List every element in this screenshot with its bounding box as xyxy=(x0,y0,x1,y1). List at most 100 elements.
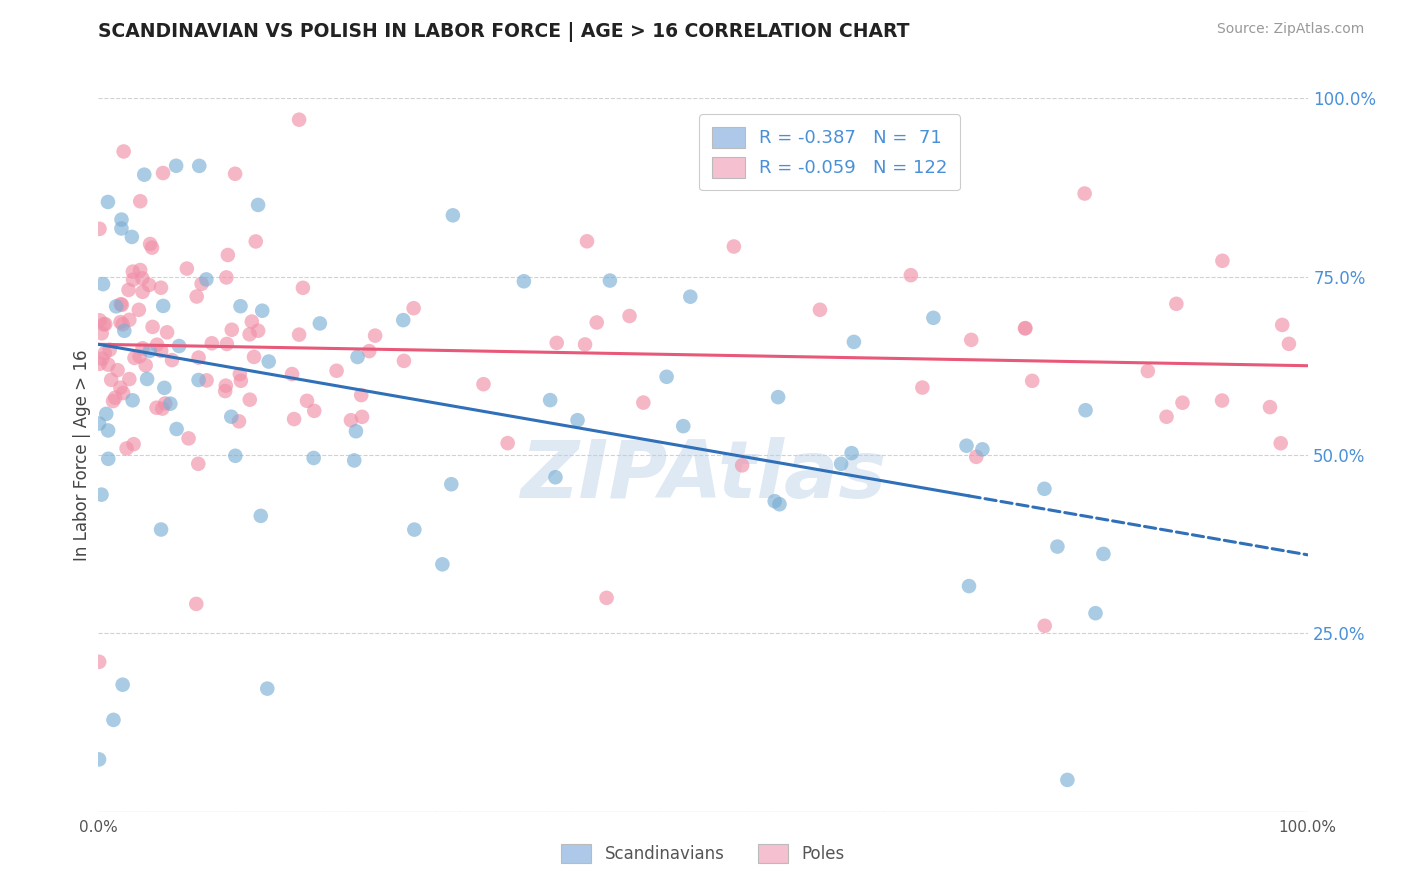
Point xyxy=(104,391,127,405)
Point xyxy=(911,380,934,394)
Point xyxy=(128,302,150,317)
Point xyxy=(325,364,347,378)
Point xyxy=(160,353,183,368)
Point xyxy=(134,168,156,182)
Point xyxy=(131,341,153,355)
Point xyxy=(97,194,120,209)
Point xyxy=(249,508,271,523)
Point xyxy=(546,335,568,350)
Point xyxy=(112,145,135,159)
Point xyxy=(135,359,157,373)
Point xyxy=(122,437,145,451)
Point xyxy=(150,343,173,358)
Point xyxy=(343,453,366,467)
Point xyxy=(214,384,236,398)
Point xyxy=(1156,409,1178,424)
Legend: Scandinavians, Poles: Scandinavians, Poles xyxy=(550,832,856,875)
Point xyxy=(89,222,111,236)
Point xyxy=(142,319,165,334)
Point xyxy=(187,457,209,471)
Point xyxy=(150,523,173,537)
Point xyxy=(1211,253,1233,268)
Point xyxy=(152,299,174,313)
Point xyxy=(190,277,212,291)
Point xyxy=(224,167,246,181)
Point xyxy=(972,442,994,457)
Point xyxy=(1171,395,1194,409)
Point xyxy=(1056,772,1078,787)
Point xyxy=(121,265,143,279)
Point xyxy=(392,313,415,327)
Point xyxy=(122,273,145,287)
Point xyxy=(731,458,754,473)
Point xyxy=(165,159,187,173)
Point xyxy=(91,351,114,366)
Point xyxy=(340,413,363,427)
Point xyxy=(215,378,238,392)
Point xyxy=(217,248,239,262)
Point xyxy=(101,394,124,409)
Point xyxy=(679,290,702,304)
Point xyxy=(1014,321,1036,335)
Point xyxy=(93,318,115,332)
Point xyxy=(112,386,135,401)
Point xyxy=(247,324,270,338)
Point xyxy=(1270,436,1292,450)
Point xyxy=(228,414,250,428)
Point xyxy=(1021,374,1043,388)
Point xyxy=(574,337,596,351)
Text: ZIPAtlas: ZIPAtlas xyxy=(520,437,886,516)
Point xyxy=(308,317,330,331)
Point xyxy=(87,752,110,766)
Point xyxy=(763,494,786,508)
Point xyxy=(350,388,373,402)
Point xyxy=(145,401,167,415)
Point xyxy=(960,333,983,347)
Y-axis label: In Labor Force | Age > 16: In Labor Force | Age > 16 xyxy=(73,349,91,561)
Point xyxy=(166,422,188,436)
Point xyxy=(131,271,153,285)
Point xyxy=(955,439,977,453)
Point xyxy=(513,274,536,288)
Point xyxy=(1033,619,1056,633)
Point xyxy=(1073,186,1095,201)
Point xyxy=(1046,540,1069,554)
Point xyxy=(1084,606,1107,620)
Point xyxy=(150,401,173,416)
Point xyxy=(111,318,134,332)
Point xyxy=(187,351,209,365)
Point xyxy=(167,339,190,353)
Point xyxy=(655,369,678,384)
Point xyxy=(91,277,114,292)
Point xyxy=(97,451,120,466)
Point xyxy=(139,237,162,252)
Point xyxy=(152,166,174,180)
Point xyxy=(153,396,176,410)
Point xyxy=(93,346,115,360)
Point xyxy=(159,397,181,411)
Point xyxy=(1136,364,1159,378)
Point xyxy=(288,327,311,342)
Point xyxy=(288,112,311,127)
Point xyxy=(105,299,128,313)
Point xyxy=(352,409,374,424)
Point xyxy=(619,309,641,323)
Point xyxy=(245,235,267,249)
Point xyxy=(440,477,463,491)
Point xyxy=(97,358,120,372)
Point xyxy=(111,678,134,692)
Point xyxy=(359,344,381,359)
Point xyxy=(107,363,129,377)
Point xyxy=(121,393,143,408)
Point xyxy=(141,241,163,255)
Point xyxy=(110,212,132,227)
Point xyxy=(567,413,589,427)
Point xyxy=(723,239,745,253)
Point xyxy=(346,350,368,364)
Point xyxy=(187,373,209,387)
Point xyxy=(900,268,922,283)
Point xyxy=(215,270,238,285)
Point xyxy=(364,328,387,343)
Point xyxy=(1033,482,1056,496)
Point xyxy=(841,446,863,460)
